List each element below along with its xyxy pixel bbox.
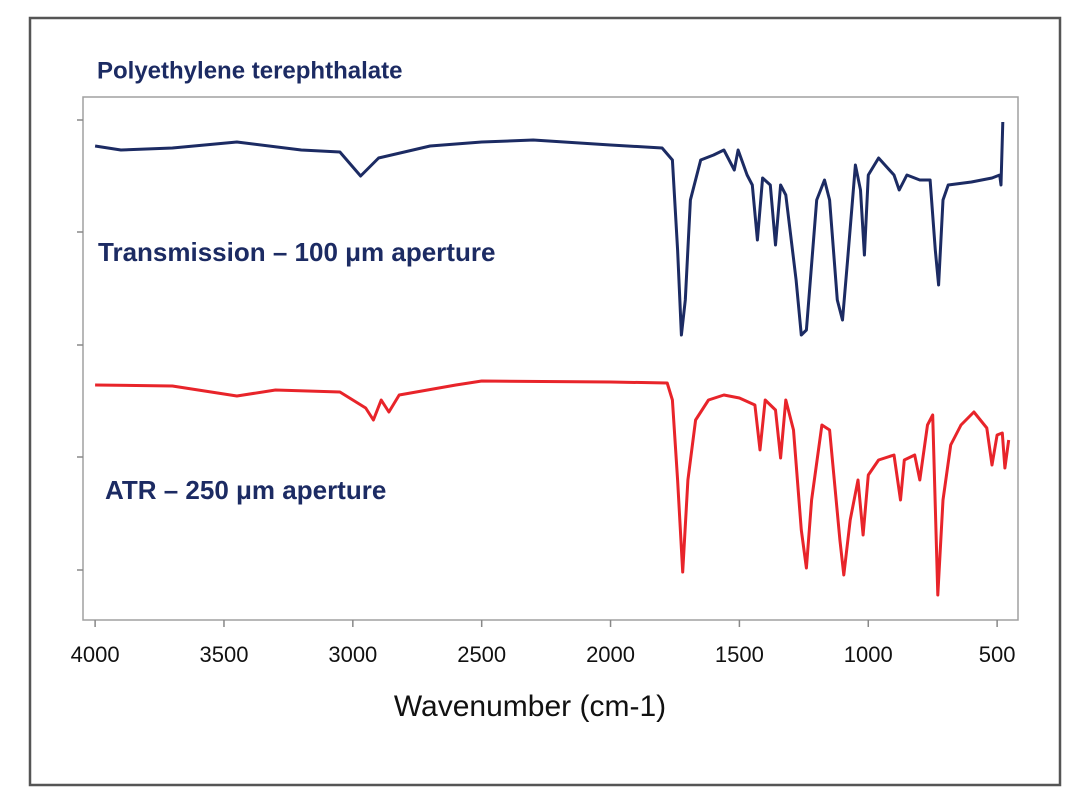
x-tick-label: 3000 xyxy=(328,642,377,667)
x-tick-label: 1500 xyxy=(715,642,764,667)
x-axis-label: Wavenumber (cm-1) xyxy=(394,690,666,723)
series-label: ATR – 250 μm aperture xyxy=(105,475,386,505)
series-label: Transmission – 100 μm aperture xyxy=(98,237,495,267)
x-tick-label: 1000 xyxy=(844,642,893,667)
spectrum-line xyxy=(94,121,1005,337)
outer-frame xyxy=(28,16,1062,787)
x-tick-label: 2500 xyxy=(457,642,506,667)
x-tick-label: 2000 xyxy=(586,642,635,667)
chart-title: Polyethylene terephthalate xyxy=(97,57,402,84)
x-tick-label: 3500 xyxy=(199,642,248,667)
plot-frame xyxy=(82,96,1019,621)
x-tick-label: 4000 xyxy=(71,642,120,667)
spectrum-line xyxy=(95,379,1011,597)
x-tick-label: 500 xyxy=(979,642,1016,667)
